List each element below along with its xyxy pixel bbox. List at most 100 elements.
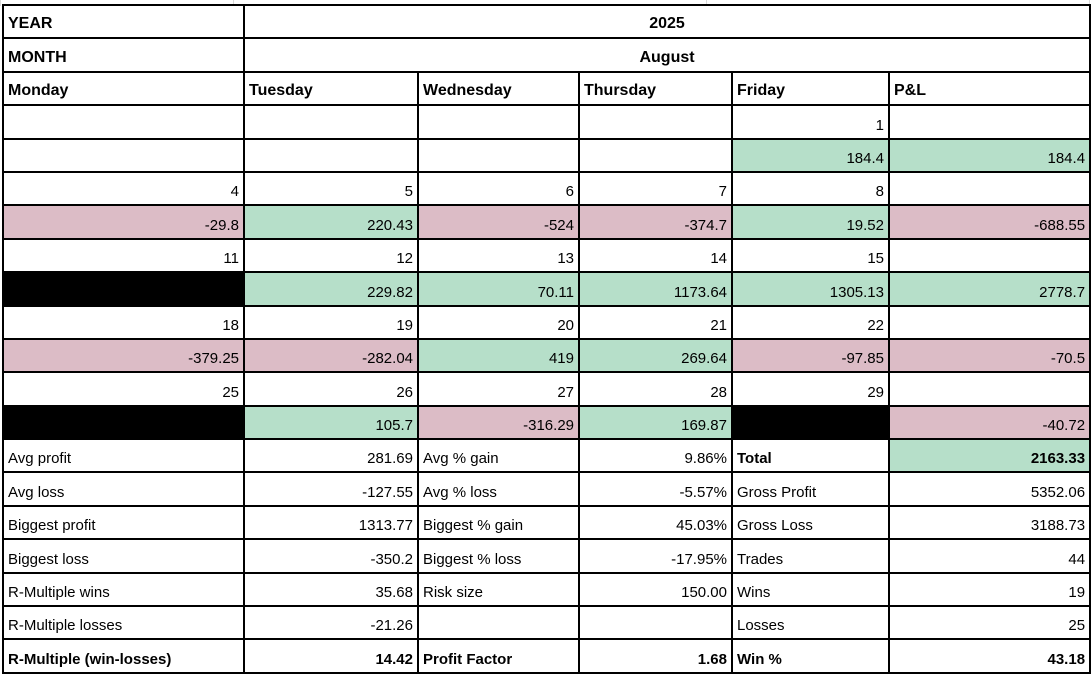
- stat-value-cell[interactable]: 14.42: [243, 638, 419, 674]
- daily-pnl-cell[interactable]: [243, 137, 419, 173]
- stat-value-cell[interactable]: 35.68: [243, 571, 419, 608]
- weekly-pnl-cell[interactable]: -70.5: [887, 337, 1091, 374]
- weekly-pnl-cell[interactable]: -40.72: [887, 404, 1091, 441]
- date-cell[interactable]: 21: [578, 304, 733, 340]
- date-cell[interactable]: [2, 104, 245, 140]
- date-cell[interactable]: 8: [731, 170, 890, 207]
- weekly-pnl-cell[interactable]: 2778.7: [887, 271, 1091, 307]
- stat-value-cell[interactable]: 44: [887, 538, 1091, 574]
- stat-label-cell[interactable]: R-Multiple wins: [2, 571, 245, 608]
- stat-label-cell[interactable]: Biggest % loss: [417, 538, 580, 574]
- daily-pnl-cell[interactable]: 1173.64: [578, 271, 733, 307]
- pnl-date-cell[interactable]: [887, 170, 1091, 207]
- day-header-monday[interactable]: Monday: [2, 70, 245, 107]
- year-label-cell[interactable]: YEAR: [2, 3, 245, 40]
- stat-label-cell[interactable]: Win %: [731, 638, 890, 674]
- date-cell[interactable]: 1: [731, 104, 890, 140]
- stat-label-cell[interactable]: Trades: [731, 538, 890, 574]
- daily-pnl-cell[interactable]: [2, 137, 245, 173]
- stat-value-cell[interactable]: 19: [887, 571, 1091, 608]
- stat-value-cell[interactable]: -17.95%: [578, 538, 733, 574]
- date-cell[interactable]: 29: [731, 371, 890, 407]
- no-trade-cell[interactable]: [2, 404, 245, 441]
- no-trade-cell[interactable]: [731, 404, 890, 441]
- daily-pnl-cell[interactable]: -524: [417, 204, 580, 240]
- date-cell[interactable]: 15: [731, 237, 890, 274]
- stat-label-cell[interactable]: Biggest % gain: [417, 504, 580, 541]
- daily-pnl-cell[interactable]: [578, 137, 733, 173]
- daily-pnl-cell[interactable]: -282.04: [243, 337, 419, 374]
- day-header-friday[interactable]: Friday: [731, 70, 890, 107]
- date-cell[interactable]: 5: [243, 170, 419, 207]
- weekly-pnl-cell[interactable]: 184.4: [887, 137, 1091, 173]
- daily-pnl-cell[interactable]: 220.43: [243, 204, 419, 240]
- weekly-pnl-cell[interactable]: -688.55: [887, 204, 1091, 240]
- daily-pnl-cell[interactable]: 19.52: [731, 204, 890, 240]
- daily-pnl-cell[interactable]: -29.8: [2, 204, 245, 240]
- date-cell[interactable]: 4: [2, 170, 245, 207]
- stat-label-cell[interactable]: Avg % gain: [417, 438, 580, 474]
- pnl-date-cell[interactable]: [887, 237, 1091, 274]
- daily-pnl-cell[interactable]: 1305.13: [731, 271, 890, 307]
- date-cell[interactable]: 18: [2, 304, 245, 340]
- date-cell[interactable]: 22: [731, 304, 890, 340]
- daily-pnl-cell[interactable]: -316.29: [417, 404, 580, 441]
- daily-pnl-cell[interactable]: -374.7: [578, 204, 733, 240]
- stat-label-cell[interactable]: Profit Factor: [417, 638, 580, 674]
- stat-label-cell[interactable]: Losses: [731, 605, 890, 641]
- date-cell[interactable]: 26: [243, 371, 419, 407]
- stat-label-cell[interactable]: Wins: [731, 571, 890, 608]
- date-cell[interactable]: 11: [2, 237, 245, 274]
- stat-value-cell[interactable]: 43.18: [887, 638, 1091, 674]
- stat-label-cell[interactable]: Avg profit: [2, 438, 245, 474]
- stat-value-cell[interactable]: 1313.77: [243, 504, 419, 541]
- stat-value-cell[interactable]: -5.57%: [578, 471, 733, 507]
- date-cell[interactable]: 28: [578, 371, 733, 407]
- stat-value-cell[interactable]: 1.68: [578, 638, 733, 674]
- daily-pnl-cell[interactable]: 105.7: [243, 404, 419, 441]
- daily-pnl-cell[interactable]: 269.64: [578, 337, 733, 374]
- stat-value-cell[interactable]: -350.2: [243, 538, 419, 574]
- stat-label-cell[interactable]: Avg loss: [2, 471, 245, 507]
- stat-label-cell[interactable]: Risk size: [417, 571, 580, 608]
- stat-value-cell[interactable]: [578, 605, 733, 641]
- daily-pnl-cell[interactable]: 229.82: [243, 271, 419, 307]
- daily-pnl-cell[interactable]: 419: [417, 337, 580, 374]
- day-header-wednesday[interactable]: Wednesday: [417, 70, 580, 107]
- no-trade-cell[interactable]: [2, 271, 245, 307]
- stat-label-cell[interactable]: R-Multiple (win-losses): [2, 638, 245, 674]
- stat-label-cell[interactable]: Gross Loss: [731, 504, 890, 541]
- month-label-cell[interactable]: MONTH: [2, 37, 245, 73]
- date-cell[interactable]: [417, 104, 580, 140]
- date-cell[interactable]: 14: [578, 237, 733, 274]
- stat-value-cell[interactable]: 45.03%: [578, 504, 733, 541]
- date-cell[interactable]: 12: [243, 237, 419, 274]
- daily-pnl-cell[interactable]: 184.4: [731, 137, 890, 173]
- stat-label-cell[interactable]: Total: [731, 438, 890, 474]
- day-header-thursday[interactable]: Thursday: [578, 70, 733, 107]
- daily-pnl-cell[interactable]: 70.11: [417, 271, 580, 307]
- pnl-date-cell[interactable]: [887, 304, 1091, 340]
- date-cell[interactable]: 7: [578, 170, 733, 207]
- stat-value-cell[interactable]: 281.69: [243, 438, 419, 474]
- pnl-date-cell[interactable]: [887, 371, 1091, 407]
- stat-label-cell[interactable]: R-Multiple losses: [2, 605, 245, 641]
- daily-pnl-cell[interactable]: [417, 137, 580, 173]
- stat-label-cell[interactable]: Biggest loss: [2, 538, 245, 574]
- date-cell[interactable]: 25: [2, 371, 245, 407]
- stat-value-cell[interactable]: -21.26: [243, 605, 419, 641]
- daily-pnl-cell[interactable]: -379.25: [2, 337, 245, 374]
- day-header-pnl[interactable]: P&L: [887, 70, 1091, 107]
- daily-pnl-cell[interactable]: -97.85: [731, 337, 890, 374]
- date-cell[interactable]: 13: [417, 237, 580, 274]
- month-value-cell[interactable]: August: [242, 37, 1091, 73]
- pnl-date-cell[interactable]: [887, 104, 1091, 140]
- date-cell[interactable]: 20: [417, 304, 580, 340]
- stat-value-cell[interactable]: -127.55: [243, 471, 419, 507]
- year-value-cell[interactable]: 2025: [242, 3, 1091, 40]
- stat-value-cell[interactable]: 2163.33: [887, 438, 1091, 474]
- date-cell[interactable]: 19: [243, 304, 419, 340]
- date-cell[interactable]: 27: [417, 371, 580, 407]
- stat-label-cell[interactable]: [417, 605, 580, 641]
- stat-label-cell[interactable]: Biggest profit: [2, 504, 245, 541]
